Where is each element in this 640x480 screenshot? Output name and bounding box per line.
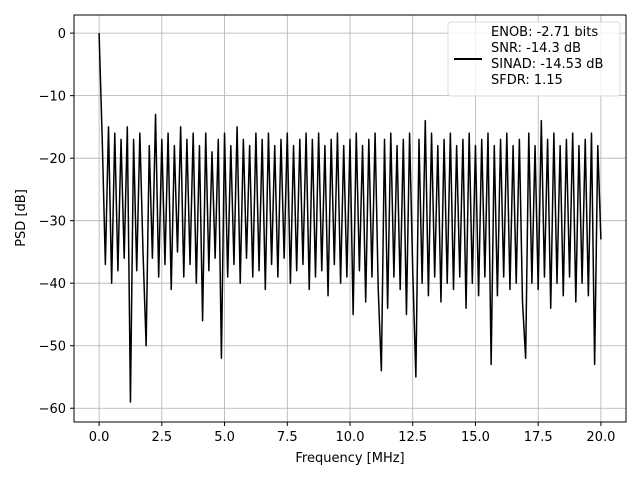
legend-box <box>447 21 621 97</box>
x-tick-label: 2.5 <box>151 430 172 445</box>
legend-label: ENOB: -2.71 bits SNR: -14.3 dB SINAD: -1… <box>491 25 604 88</box>
y-tick-label: 0 <box>58 27 66 42</box>
x-tick-label: 0.0 <box>89 430 110 445</box>
x-tick-label: 20.0 <box>586 430 615 445</box>
y-tick-label: −50 <box>39 340 66 355</box>
y-tick-label: −10 <box>39 90 66 105</box>
psd-line <box>98 33 602 403</box>
y-tick-label: −60 <box>39 402 66 417</box>
y-tick-label: −20 <box>39 152 66 167</box>
y-tick-label: −40 <box>39 277 66 292</box>
x-tick-label: 17.5 <box>524 430 553 445</box>
plot-area <box>98 33 602 403</box>
x-tick-label: 10.0 <box>336 430 365 445</box>
y-tick-label: −30 <box>39 215 66 230</box>
x-axis-label: Frequency [MHz] <box>295 451 404 466</box>
x-tick-label: 12.5 <box>398 430 427 445</box>
x-tick-label: 7.5 <box>277 430 298 445</box>
x-tick-label: 5.0 <box>214 430 235 445</box>
y-axis-label: PSD [dB] <box>14 189 29 247</box>
x-tick-label: 15.0 <box>461 430 490 445</box>
